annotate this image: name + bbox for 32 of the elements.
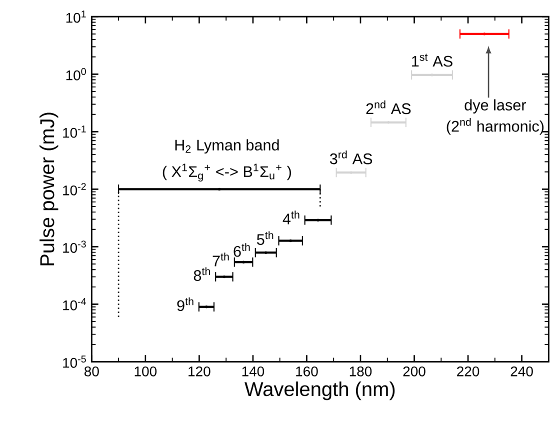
y-tick-label: 10$^{-1}$ (63, 126, 86, 138)
x-tick-label: 220 (457, 366, 480, 377)
x-tick-label: 80 (84, 366, 99, 377)
point (289, 240, 292, 242)
annotation: H$_{2}$ Lyman band (175, 139, 279, 154)
y-axis-title: Pulse power (mJ) (40, 112, 58, 266)
y-tick-label: 10$^{-5}$ (63, 356, 86, 368)
annotation: 1$^{st}$ AS (412, 54, 452, 67)
y-tick-label: 10$^{0}$ (66, 68, 86, 80)
annotation: 3$^{rd}$ AS (330, 150, 372, 164)
x-tick-label: 140 (242, 366, 264, 377)
annotation: 7$^{th}$ (212, 252, 229, 266)
x-tick-label: 200 (403, 366, 426, 377)
annotation: 8$^{th}$ (194, 267, 210, 282)
x-tick-label: 120 (188, 366, 210, 377)
annotation: (2$^{nd}$ harmonic) (446, 118, 544, 135)
text: ( X$^{1}$Σ$_{g}$$^{+}$ <-> B$^{1}$Σ$_{u}$$^{+}$ ) (162, 164, 291, 182)
annotation: 9$^{th}$ (177, 297, 194, 312)
annotation: 2$^{nd}$ AS (366, 100, 411, 114)
x-tick-label: 160 (296, 366, 318, 377)
annotation: 4$^{th}$ (282, 210, 300, 224)
x-tick-label: 240 (510, 366, 533, 377)
annotation: 6$^{th}$ (234, 243, 250, 257)
annotation: dye laser (464, 99, 526, 114)
y-tick-label: 10$^{1}$ (66, 10, 86, 23)
annotation: 5$^{th}$ (256, 231, 274, 246)
y-tick-label: 10$^{-2}$ (63, 183, 86, 196)
x-tick-label: 180 (350, 366, 372, 377)
y-tick-label: 10$^{-3}$ (63, 240, 86, 254)
x-axis-title: Wavelength (nm) (244, 382, 395, 400)
y-tick-label: 10$^{-4}$ (63, 298, 86, 310)
x-tick-label: 100 (134, 366, 157, 377)
